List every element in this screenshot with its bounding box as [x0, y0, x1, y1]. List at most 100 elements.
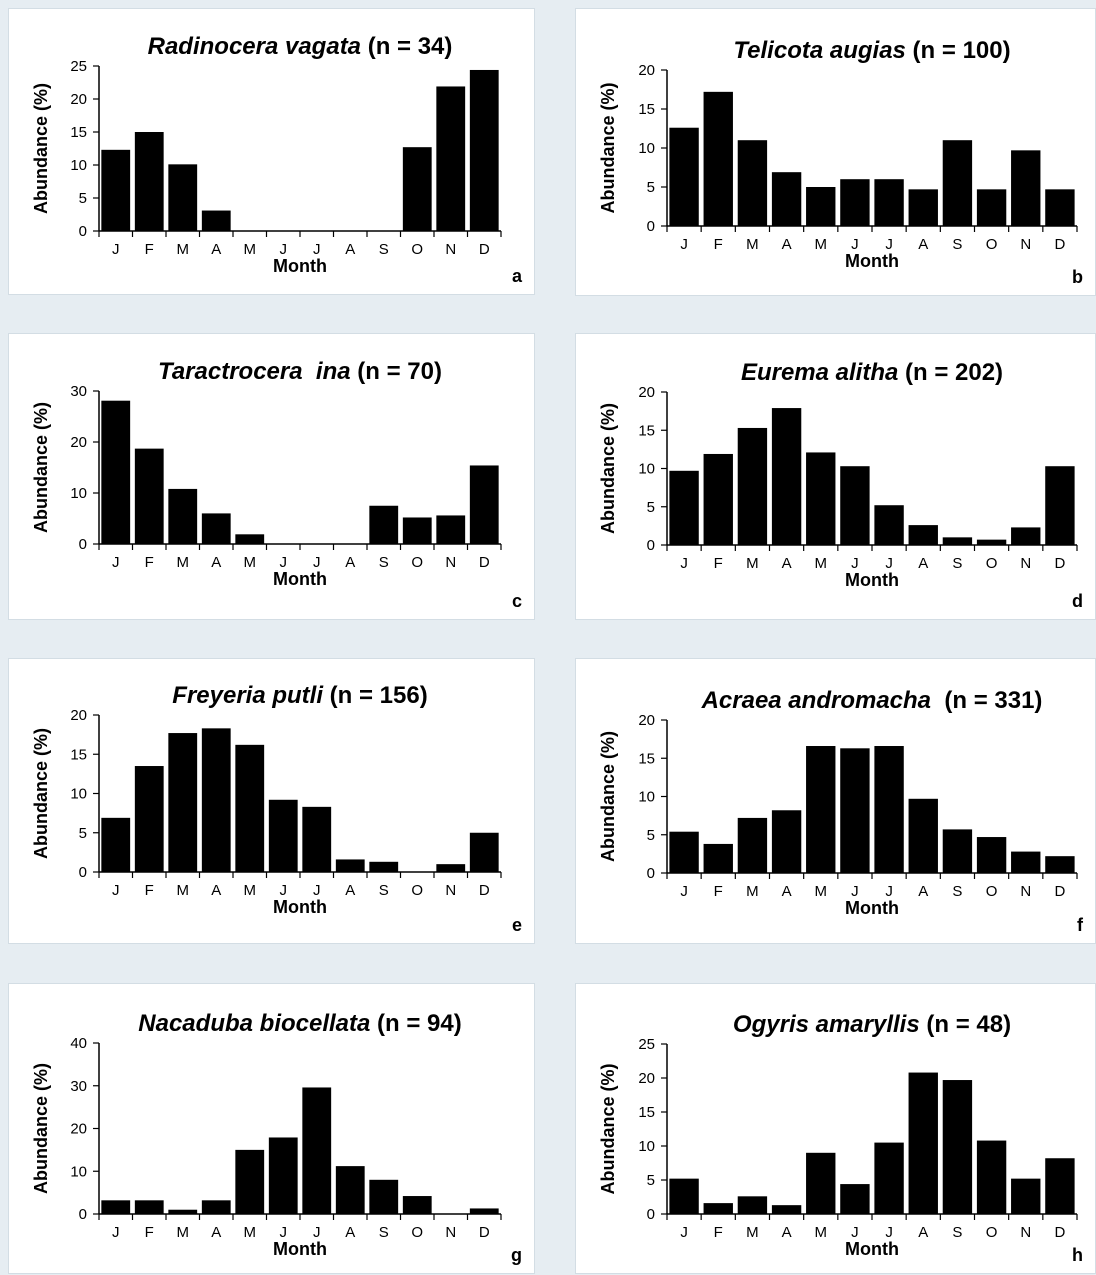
chart-svg: Taractrocera ina (n = 70) 0 10 20 30 J F M A M J J A… [31, 358, 522, 611]
x-tick-label-2: M [177, 882, 190, 899]
y-tick-label-3: 15 [638, 1104, 655, 1121]
chart-title: Eurema alitha (n = 202) [741, 359, 1003, 386]
bar-g-2 [168, 1209, 198, 1214]
x-tick-label-9: O [411, 882, 423, 899]
x-tick-label-8: S [379, 554, 389, 571]
chart-title: Nacaduba biocellata (n = 94) [138, 1010, 461, 1037]
x-tick-label-11: D [1054, 236, 1065, 253]
x-tick-label-7: A [345, 1224, 355, 1241]
panel-letter: e [512, 915, 522, 935]
panel-letter: f [1077, 915, 1084, 935]
bar-a-2 [168, 164, 198, 231]
x-tick-label-9: O [986, 555, 998, 572]
chart-title-count: (n = 156) [323, 682, 428, 709]
bar-b-9 [976, 189, 1007, 226]
x-tick-label-2: M [177, 1224, 190, 1241]
bar-f-10 [1011, 851, 1041, 873]
y-tick-label-1: 10 [70, 1163, 87, 1180]
x-tick-label-5: J [851, 236, 859, 253]
bar-a-11 [469, 69, 499, 232]
chart-title-species: Radinocera vagata [148, 33, 361, 60]
bar-c-0 [101, 400, 131, 544]
x-axis-title: Month [845, 570, 899, 590]
x-tick-label-1: F [714, 1224, 723, 1241]
bar-b-2 [737, 140, 768, 226]
bar-e-2 [168, 733, 198, 872]
x-tick-label-10: N [445, 241, 456, 258]
bar-e-6 [302, 806, 332, 872]
x-tick-label-1: F [145, 1224, 154, 1241]
bar-b-3 [771, 172, 802, 226]
x-tick-label-9: O [986, 1224, 998, 1241]
bar-g-11 [469, 1208, 499, 1214]
y-tick-label-1: 5 [79, 190, 87, 207]
chart-title-species: Acraea andromacha [701, 687, 931, 714]
y-axis-title: Abundance (%) [31, 728, 51, 859]
x-tick-label-8: S [952, 236, 962, 253]
y-tick-label-0: 0 [647, 537, 655, 554]
bar-c-4 [235, 534, 265, 544]
x-tick-label-3: A [782, 883, 792, 900]
bar-a-9 [402, 147, 432, 231]
chart-title: Telicota augias (n = 100) [733, 37, 1010, 64]
bar-e-0 [101, 817, 131, 872]
x-tick-label-3: A [211, 882, 221, 899]
x-tick-label-4: M [244, 882, 257, 899]
chart-title-species: Freyeria putli [172, 682, 324, 709]
x-tick-label-6: J [313, 554, 321, 571]
bar-h-8 [942, 1080, 973, 1214]
bar-a-0 [101, 149, 131, 231]
x-tick-label-3: A [211, 1224, 221, 1241]
x-tick-label-1: F [714, 883, 723, 900]
x-tick-label-9: O [411, 1224, 423, 1241]
bar-b-11 [1045, 189, 1075, 226]
x-tick-label-5: J [280, 554, 288, 571]
y-tick-label-1: 5 [647, 499, 655, 516]
bar-f-5 [840, 748, 870, 873]
bar-a-1 [134, 132, 164, 231]
y-tick-label-2: 10 [638, 140, 655, 157]
x-tick-label-3: A [211, 554, 221, 571]
x-tick-label-4: M [815, 1224, 828, 1241]
bar-g-8 [369, 1179, 399, 1214]
x-tick-label-2: M [746, 236, 759, 253]
x-tick-label-5: J [280, 241, 288, 258]
bar-b-1 [703, 91, 733, 226]
chart-title-count: (n = 94) [370, 1010, 461, 1037]
bar-h-9 [976, 1140, 1007, 1214]
bar-f-1 [703, 843, 733, 873]
panel-letter: d [1072, 591, 1083, 611]
x-axis-title: Month [845, 898, 899, 918]
y-axis-title: Abundance (%) [598, 82, 618, 213]
bar-c-9 [402, 517, 432, 544]
y-tick-label-3: 15 [638, 750, 655, 767]
bar-c-2 [168, 488, 198, 544]
x-axis-title: Month [273, 256, 327, 276]
x-tick-label-4: M [815, 236, 828, 253]
y-tick-label-3: 15 [638, 422, 655, 439]
y-tick-label-0: 0 [79, 1206, 87, 1223]
x-tick-label-11: D [479, 241, 490, 258]
bar-d-9 [976, 539, 1007, 545]
y-tick-label-4: 20 [70, 91, 87, 108]
x-tick-label-11: D [479, 882, 490, 899]
y-tick-label-1: 5 [647, 827, 655, 844]
x-tick-label-7: A [918, 883, 928, 900]
x-tick-label-4: M [815, 883, 828, 900]
x-axis-title: Month [273, 897, 327, 917]
x-tick-label-10: N [1020, 236, 1031, 253]
x-axis-title: Month [845, 1239, 899, 1259]
bar-b-7 [908, 189, 938, 226]
x-tick-label-5: J [280, 882, 288, 899]
y-tick-label-0: 0 [79, 864, 87, 881]
chart-title: Freyeria putli (n = 156) [172, 682, 427, 709]
x-tick-label-6: J [313, 882, 321, 899]
bar-g-6 [302, 1087, 332, 1214]
chart-title-count: (n = 100) [906, 37, 1011, 64]
x-tick-label-6: J [885, 1224, 893, 1241]
y-tick-label-1: 5 [647, 1172, 655, 1189]
x-tick-label-2: M [177, 241, 190, 258]
bar-c-3 [201, 513, 231, 544]
panel-letter: g [511, 1245, 522, 1265]
x-tick-label-11: D [1054, 1224, 1065, 1241]
